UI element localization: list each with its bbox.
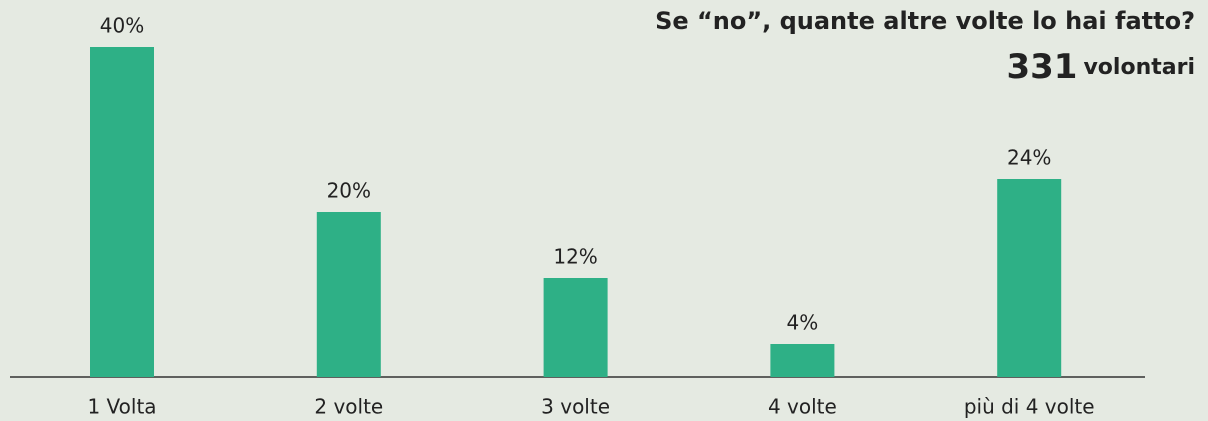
bar (770, 344, 835, 377)
x-tick-label: più di 4 volte (964, 395, 1095, 419)
value-label: 12% (553, 245, 597, 269)
bar (997, 179, 1062, 377)
bar (90, 47, 154, 377)
x-tick-label: 4 volte (768, 395, 837, 419)
x-tick-label: 3 volte (541, 395, 610, 419)
bar (316, 212, 381, 377)
value-label: 24% (1007, 146, 1051, 170)
x-tick-label: 1 Volta (87, 395, 156, 419)
sample-size: 331 (1006, 47, 1077, 87)
sample: 331 volontari (1006, 47, 1195, 87)
x-tick-label: 2 volte (314, 395, 383, 419)
value-label: 20% (327, 179, 371, 203)
chart-title: Se “no”, quante altre volte lo hai fatto… (655, 7, 1195, 35)
value-label: 40% (100, 14, 144, 38)
value-label: 4% (787, 311, 819, 335)
sample-label: volontari (1083, 55, 1195, 80)
bar (543, 278, 608, 377)
